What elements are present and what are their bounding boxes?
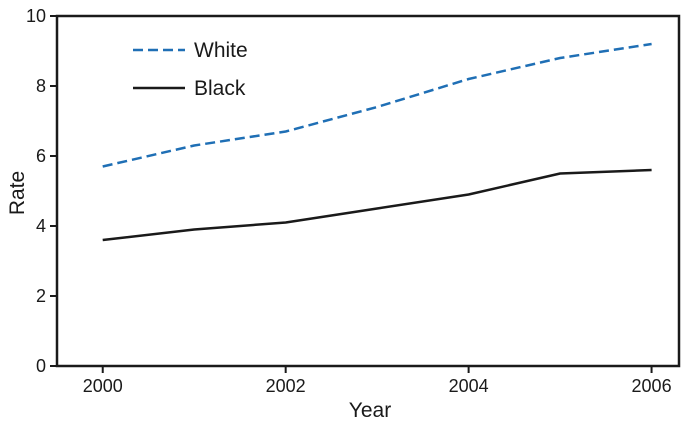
y-tick-label: 2 [36,286,46,306]
y-tick-label: 4 [36,216,46,236]
y-tick-label: 10 [26,6,46,26]
legend-label-black: Black [194,77,246,100]
series-line-white [102,42,652,168]
x-tick-label: 2000 [83,376,123,396]
plot-border [55,14,681,368]
series-line-black [102,168,652,242]
x-tick-label: 2002 [266,376,306,396]
legend-label-white: White [194,39,248,62]
plot-frame [55,14,681,368]
y-axis-ticks: 0 2 4 6 8 10 [26,6,57,376]
x-axis-ticks: 2000 2002 2004 2006 [83,366,672,396]
x-axis-title: Year [349,399,391,421]
y-tick-label: 0 [36,356,46,376]
x-tick-label: 2004 [449,376,489,396]
x-tick-label: 2006 [632,376,672,396]
y-axis-title: Rate [6,171,29,215]
legend: White Black [133,39,248,100]
y-tick-label: 8 [36,76,46,96]
series-layer [102,42,652,242]
y-tick-label: 6 [36,146,46,166]
